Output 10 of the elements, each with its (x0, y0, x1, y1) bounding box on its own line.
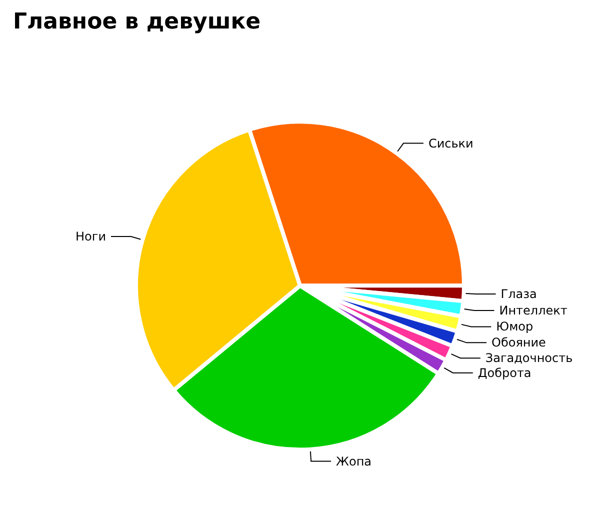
slice-label: Глаза (500, 286, 537, 301)
slice-label: Ноги (76, 230, 106, 244)
slice-label: Обояние (492, 336, 546, 350)
slice-label: Юмор (496, 320, 534, 334)
slice-label: Сиськи (428, 136, 474, 150)
chart-title: Главное в девушке (13, 10, 261, 34)
slice-label: Загадочность (485, 351, 573, 366)
slice-label: Жопа (336, 454, 372, 468)
slice-label: Интеллект (499, 303, 568, 318)
slice-label: Доброта (478, 366, 532, 380)
